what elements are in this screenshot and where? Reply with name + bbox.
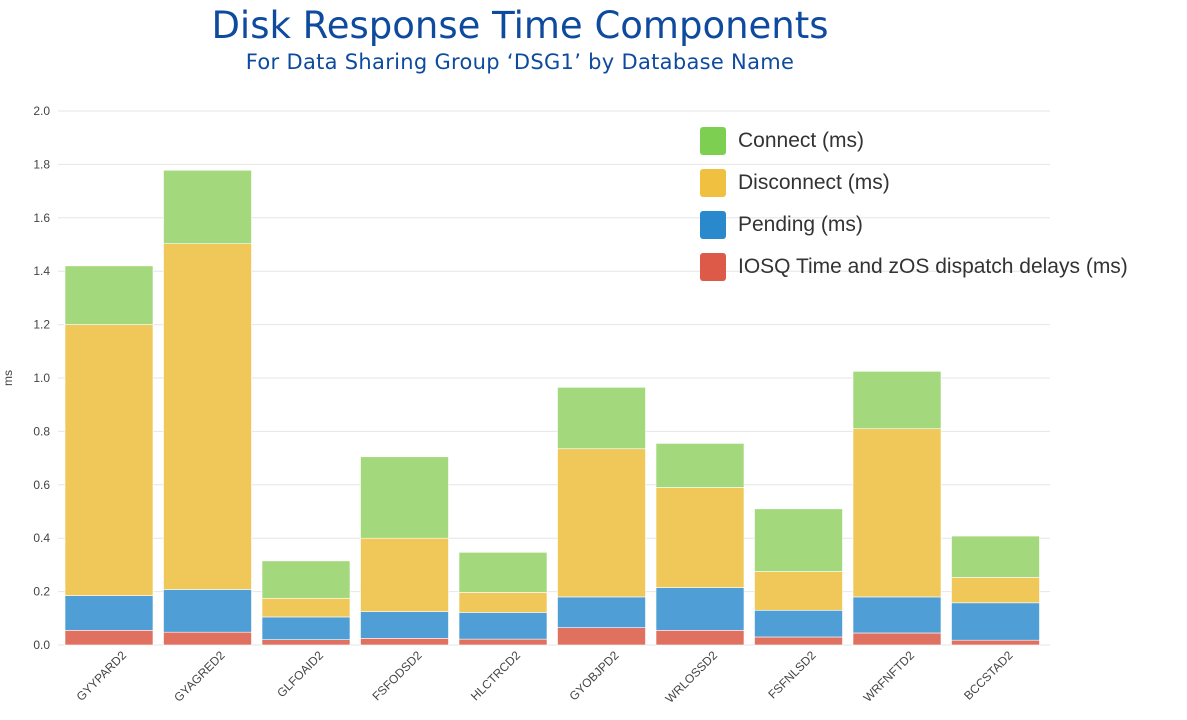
bar-segment bbox=[754, 636, 843, 646]
y-tick-label: 0.4 bbox=[33, 531, 50, 545]
bar-segment bbox=[261, 560, 351, 599]
bar-segment bbox=[951, 535, 1040, 578]
legend-swatch-pending bbox=[700, 211, 726, 239]
bar-segment bbox=[655, 487, 745, 588]
legend-label-connect: Connect (ms) bbox=[738, 129, 865, 152]
legend-item-disconnect[interactable]: Disconnect (ms) bbox=[700, 162, 1128, 204]
bar-segment bbox=[852, 596, 942, 634]
y-tick-label: 2.0 bbox=[33, 104, 50, 118]
x-tick-label: HLCTRCD2 bbox=[468, 648, 523, 703]
bar-segment bbox=[557, 448, 646, 598]
y-tick-label: 1.8 bbox=[33, 157, 50, 171]
bar-segment bbox=[163, 243, 252, 590]
legend-label-iosq: IOSQ Time and zOS dispatch delays (ms) bbox=[738, 255, 1128, 278]
bar-segment bbox=[655, 587, 745, 631]
bar-segment bbox=[951, 602, 1040, 641]
bar-segment bbox=[261, 616, 351, 640]
x-tick-label: GYAGRED2 bbox=[171, 648, 228, 705]
bar-segment bbox=[163, 589, 252, 633]
bar-segment bbox=[951, 577, 1040, 604]
chart-subtitle: For Data Sharing Group ‘DSG1’ by Databas… bbox=[245, 50, 795, 74]
x-tick-label: GYOBJPD2 bbox=[566, 648, 621, 703]
x-tick-label: WRFNFTD2 bbox=[861, 648, 918, 705]
chart-title: Disk Response Time Components bbox=[211, 4, 829, 47]
y-tick-label: 0.8 bbox=[33, 424, 50, 438]
legend-label-disconnect: Disconnect (ms) bbox=[738, 171, 890, 194]
bar-segment bbox=[64, 630, 154, 646]
legend-item-connect[interactable]: Connect (ms) bbox=[700, 120, 1128, 162]
bar-segment bbox=[557, 387, 646, 450]
bar-segment bbox=[261, 639, 351, 646]
bar-segment bbox=[754, 609, 843, 638]
bar-segment bbox=[951, 639, 1040, 646]
y-tick-label: 1.4 bbox=[33, 264, 50, 278]
bar-segment bbox=[458, 552, 548, 593]
bar-segment bbox=[458, 612, 548, 640]
legend-item-iosq[interactable]: IOSQ Time and zOS dispatch delays (ms) bbox=[700, 246, 1128, 288]
x-tick-label: FSFODSD2 bbox=[369, 648, 424, 703]
bar-segment bbox=[655, 630, 745, 646]
bar-segment bbox=[64, 265, 154, 325]
x-tick-label: WRLOSSD2 bbox=[663, 648, 721, 706]
legend-item-pending[interactable]: Pending (ms) bbox=[700, 204, 1128, 246]
x-tick-label: GLFOAID2 bbox=[274, 648, 326, 700]
y-tick-label: 0.2 bbox=[33, 585, 50, 599]
x-tick-label: FSFNLSD2 bbox=[765, 648, 819, 702]
legend-swatch-iosq bbox=[700, 253, 726, 281]
bar-segment bbox=[64, 324, 154, 596]
legend-swatch-disconnect bbox=[700, 169, 726, 197]
bar-segment bbox=[360, 456, 449, 539]
y-tick-label: 1.6 bbox=[33, 211, 50, 225]
bar-segment bbox=[754, 571, 843, 611]
bar-segment bbox=[360, 611, 449, 639]
bar-segment bbox=[655, 443, 745, 488]
bar-segment bbox=[360, 537, 449, 612]
legend-swatch-connect bbox=[700, 127, 726, 155]
legend-label-pending: Pending (ms) bbox=[738, 213, 863, 236]
y-tick-label: 1.0 bbox=[33, 371, 50, 385]
bar-segment bbox=[163, 631, 252, 646]
bar-segment bbox=[261, 597, 351, 618]
x-tick-label: GYYPARD2 bbox=[74, 648, 130, 704]
y-tick-label: 1.2 bbox=[33, 318, 50, 332]
bar-segment bbox=[64, 595, 154, 631]
bar-segment bbox=[852, 428, 942, 598]
bar-segment bbox=[557, 627, 646, 646]
bar-segment bbox=[360, 638, 449, 646]
y-tick-label: 0.6 bbox=[33, 478, 50, 492]
bar-segment bbox=[852, 632, 942, 646]
bar-segment bbox=[458, 638, 548, 646]
chart-legend: Connect (ms) Disconnect (ms) Pending (ms… bbox=[700, 120, 1128, 288]
bar-segment bbox=[163, 169, 252, 244]
bar-segment bbox=[852, 371, 942, 430]
bar-segment bbox=[754, 508, 843, 572]
bar-segment bbox=[458, 592, 548, 613]
x-tick-label: BCCSTAD2 bbox=[961, 648, 1016, 703]
bar-segment bbox=[557, 596, 646, 628]
y-tick-label: 0.0 bbox=[33, 638, 50, 652]
y-axis-label: ms bbox=[1, 370, 15, 386]
